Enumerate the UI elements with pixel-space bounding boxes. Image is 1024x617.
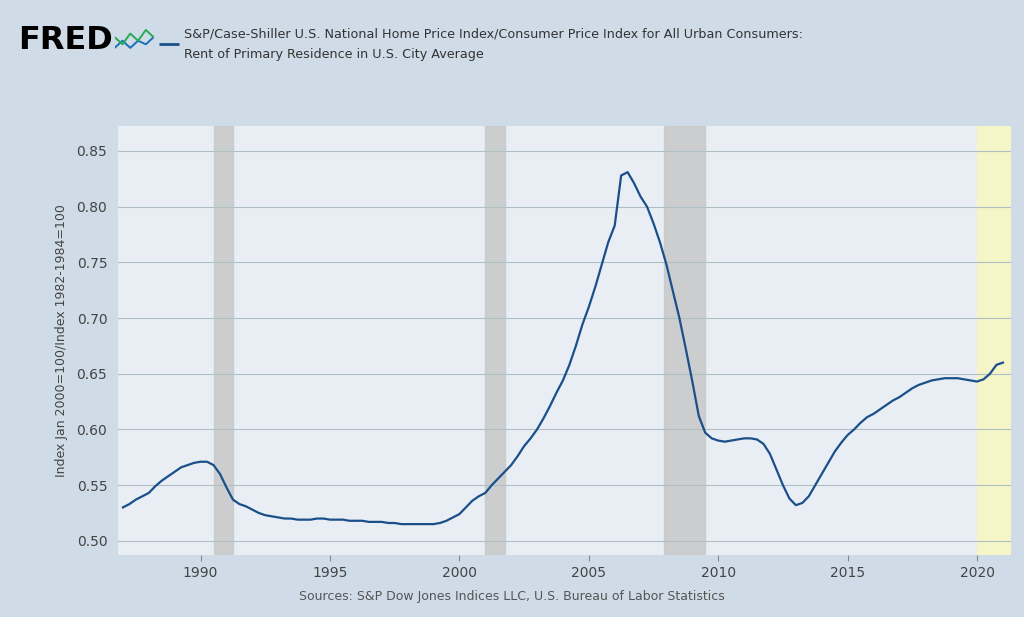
Text: FRED: FRED <box>18 25 114 56</box>
Bar <box>214 126 232 555</box>
Bar <box>664 126 706 555</box>
Text: Sources: S&P Dow Jones Indices LLC, U.S. Bureau of Labor Statistics: Sources: S&P Dow Jones Indices LLC, U.S.… <box>299 590 725 603</box>
Text: S&P/Case-Shiller U.S. National Home Price Index/Consumer Price Index for All Urb: S&P/Case-Shiller U.S. National Home Pric… <box>184 27 803 41</box>
Bar <box>485 126 505 555</box>
Bar <box>977 126 1011 555</box>
Text: Rent of Primary Residence in U.S. City Average: Rent of Primary Residence in U.S. City A… <box>184 48 484 61</box>
Y-axis label: Index Jan 2000=100/Index 1982-1984=100: Index Jan 2000=100/Index 1982-1984=100 <box>55 204 69 478</box>
